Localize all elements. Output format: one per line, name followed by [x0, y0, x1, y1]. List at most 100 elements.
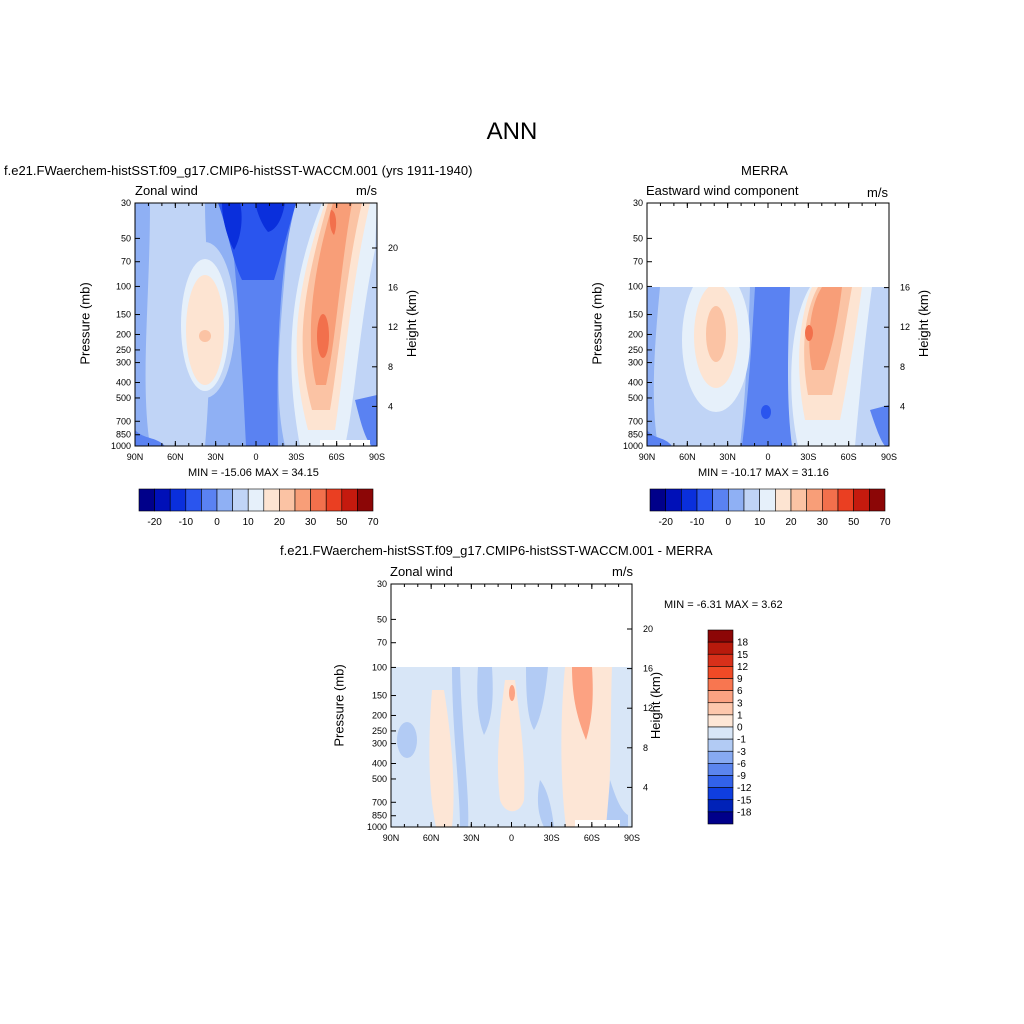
obs-y-tick-label: 100: [628, 281, 643, 291]
model-colorbar-label: 10: [243, 517, 255, 528]
obs-contour-plot: [646, 202, 890, 447]
obs-colorbar-swatch: [806, 488, 823, 512]
obs-colorbar-swatch: [853, 488, 870, 512]
model-y-tick-label: 1000: [111, 441, 131, 451]
model-colorbar: -20 -10 0 10 20 30 50 70: [138, 488, 379, 528]
model-colorbar-swatch: [169, 488, 187, 512]
obs-colorbar-swatch: [696, 488, 713, 512]
diff-x-tick-label: 60N: [423, 833, 440, 843]
diff-units-label: m/s: [612, 564, 633, 579]
obs-colorbar: -20 -10 0 10 20 30 50 70: [649, 488, 891, 528]
model-colorbar-swatch: [294, 488, 311, 512]
model-colorbar-swatch: [232, 488, 249, 512]
diff-colorbar-label: -12: [737, 783, 752, 794]
diff-y-tick-label: 100: [372, 662, 387, 672]
model-units-label: m/s: [356, 183, 377, 198]
obs-colorbar-label: 0: [726, 517, 732, 528]
diff-x-tick-label: 90N: [383, 833, 400, 843]
diff-y-tick-label: 300: [372, 739, 387, 749]
diff-colorbar-label: -18: [737, 807, 752, 818]
model-y-tick-label: 70: [121, 257, 131, 267]
model-colorbar-swatch: [279, 488, 296, 512]
obs-colorbar-swatch: [775, 488, 792, 512]
model-colorbar-label: 70: [367, 517, 379, 528]
model-colorbar-swatch: [310, 488, 327, 512]
obs-y-tick-label: 400: [628, 378, 643, 388]
diff-y-tick-label: 200: [372, 710, 387, 720]
diff-colorbar-label: -3: [737, 747, 746, 758]
model-colorbar-label: -10: [179, 517, 194, 528]
diff-colorbar-swatch: [707, 738, 734, 752]
model-colorbar-swatch: [247, 488, 265, 512]
diff-y-tick-label: 250: [372, 726, 387, 736]
diff-y-tick-label: 150: [372, 691, 387, 701]
obs-colorbar-label: 50: [848, 517, 860, 528]
diff-y-tick-label: 30: [377, 579, 387, 589]
diff-colorbar-swatch: [707, 666, 734, 679]
diff-x-tick-label: 30N: [463, 833, 480, 843]
obs-colorbar-label: -20: [658, 517, 673, 528]
obs-colorbar-swatch: [681, 488, 698, 512]
obs-colorbar-swatch: [665, 488, 682, 512]
obs-colorbar-swatch: [790, 488, 807, 512]
obs-y-tick-label: 300: [628, 358, 643, 368]
model-y-tick-label: 300: [116, 358, 131, 368]
obs-variable-label: Eastward wind component: [646, 183, 799, 198]
model-y-tick-label: 700: [116, 416, 131, 426]
obs-y2-tick-label: 16: [900, 283, 910, 293]
obs-y-tick-label: 70: [633, 257, 643, 267]
diff-y-tick-label: 500: [372, 774, 387, 784]
model-y-tick-label: 850: [116, 430, 131, 440]
obs-y-tick-label: 50: [633, 233, 643, 243]
diff-colorbar-swatch: [707, 726, 734, 740]
diff-colorbar-label: 15: [737, 650, 749, 661]
obs-panel-header: MERRA: [741, 163, 788, 178]
obs-x-tick-label: 30N: [719, 452, 736, 462]
diff-colorbar-label: 18: [737, 638, 749, 649]
obs-y2-tick-label: 4: [900, 401, 905, 411]
model-x-tick-label: 30N: [207, 452, 224, 462]
model-y-tick-label: 400: [116, 378, 131, 388]
model-y2-tick-label: 12: [388, 322, 398, 332]
model-x-tick-label: 0: [253, 452, 258, 462]
model-y-tick-label: 200: [116, 329, 131, 339]
diff-y2-tick-label: 8: [643, 743, 648, 753]
model-x-tick-label: 60S: [329, 452, 345, 462]
model-colorbar-swatch: [138, 488, 155, 512]
obs-y-tick-label: 500: [628, 393, 643, 403]
diff-y2-tick-label: 16: [643, 664, 653, 674]
obs-colorbar-swatch: [759, 488, 776, 512]
obs-colorbar-swatch: [649, 488, 666, 512]
model-colorbar-swatch: [185, 488, 202, 512]
obs-y-tick-label: 850: [628, 430, 643, 440]
model-y-tick-label: 100: [116, 281, 131, 291]
diff-x-tick-label: 30S: [544, 833, 560, 843]
obs-colorbar-swatch: [837, 488, 854, 512]
diff-colorbar-swatch: [707, 787, 734, 801]
diff-colorbar-swatch: [707, 690, 734, 704]
model-colorbar-label: 30: [305, 517, 317, 528]
obs-colorbar-swatch: [869, 488, 886, 512]
obs-y-tick-label: 150: [628, 310, 643, 320]
diff-colorbar-swatch: [707, 702, 734, 716]
diff-contour-plot: [390, 583, 633, 828]
obs-y2-tick-label: 8: [900, 362, 905, 372]
model-y2-tick-label: 20: [388, 243, 398, 253]
diff-colorbar-swatch: [707, 714, 734, 728]
model-y-tick-label: 150: [116, 310, 131, 320]
obs-y-tick-label: 250: [628, 345, 643, 355]
diff-colorbar-label: -6: [737, 759, 746, 770]
diff-y-tick-label: 400: [372, 759, 387, 769]
model-y-tick-label: 250: [116, 345, 131, 355]
obs-colorbar-swatch: [728, 488, 745, 512]
model-y-tick-label: 50: [121, 233, 131, 243]
diff-colorbar-label: 12: [737, 662, 749, 673]
obs-axes: 90N 60N 30N 0 30S 60S 90S 30 50 70 100 150 200 250 300…: [623, 198, 910, 462]
obs-colorbar-label: 30: [817, 517, 829, 528]
model-colorbar-swatch: [357, 488, 374, 512]
obs-y-tick-label: 1000: [623, 441, 643, 451]
obs-colorbar-label: 70: [879, 517, 891, 528]
diff-y2-tick-label: 12: [643, 703, 653, 713]
diff-y-tick-label: 70: [377, 638, 387, 648]
